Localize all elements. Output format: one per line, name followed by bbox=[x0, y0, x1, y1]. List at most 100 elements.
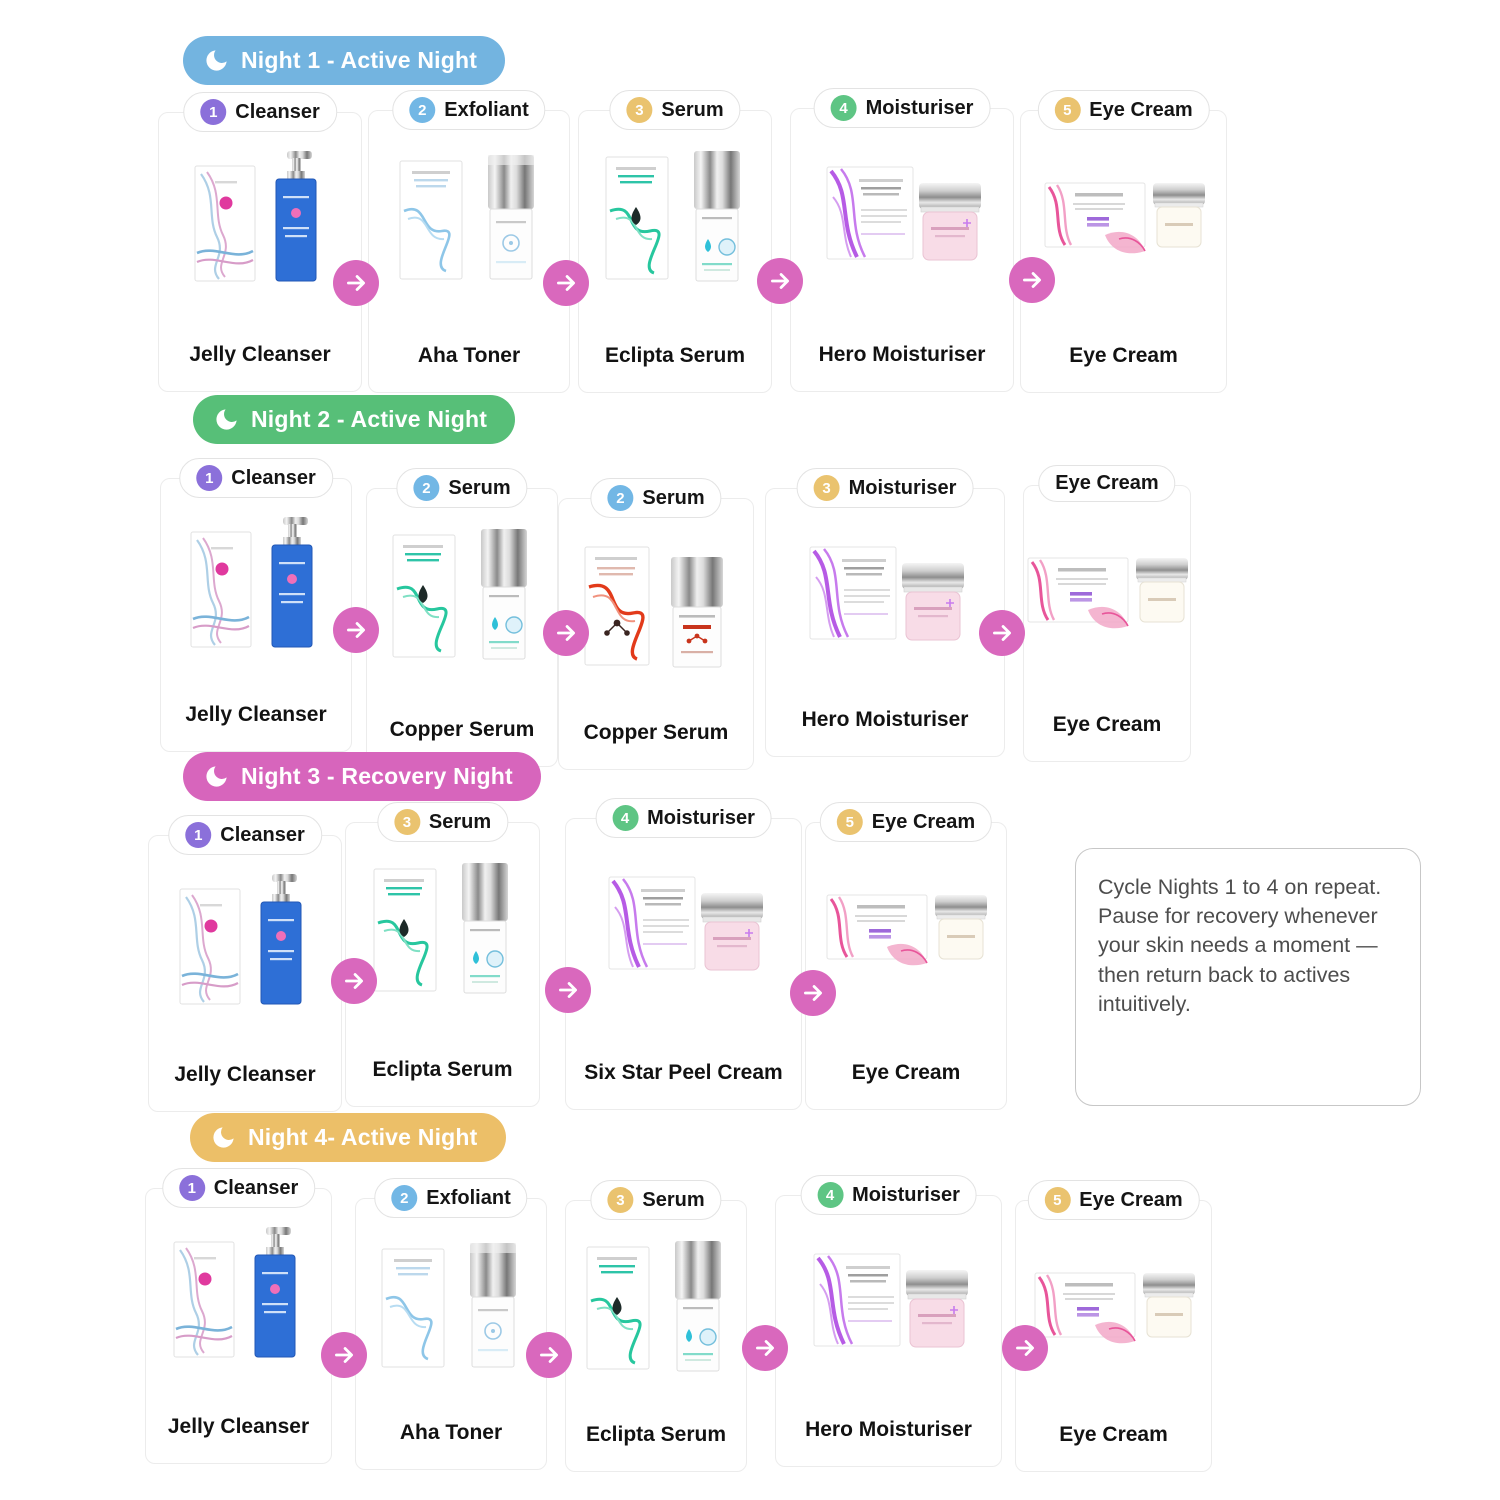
product-image-cleanser bbox=[194, 151, 317, 282]
product-art bbox=[571, 527, 741, 684]
step-number-badge: 5 bbox=[836, 809, 863, 835]
product-card: 4 Moisturiser Hero Moisturiser bbox=[790, 88, 1014, 392]
product-art bbox=[366, 1227, 536, 1384]
product-name: Jelly Cleanser bbox=[174, 1063, 316, 1086]
product-image-serum-green bbox=[586, 1241, 721, 1372]
product-image-eyecream bbox=[1034, 1272, 1195, 1344]
step-label: Moisturiser bbox=[852, 1183, 960, 1206]
step-label: Cleanser bbox=[220, 823, 305, 846]
arrow-right-icon bbox=[557, 625, 575, 641]
product-image-eyecream bbox=[1027, 557, 1188, 629]
product-art bbox=[384, 139, 554, 296]
arrow-right-icon bbox=[1016, 1340, 1034, 1356]
arrow-right-icon bbox=[756, 1340, 774, 1356]
product-card: 3 Serum Eclipta Serum bbox=[565, 1180, 747, 1472]
next-step-arrow bbox=[333, 260, 379, 306]
step-label: Exfoliant bbox=[426, 1186, 511, 1209]
next-step-arrow bbox=[545, 967, 591, 1013]
moon-icon bbox=[206, 50, 227, 71]
step-pill: 5 Eye Cream bbox=[1027, 1180, 1200, 1220]
step-label: Eye Cream bbox=[1079, 1188, 1183, 1211]
product-name: Hero Moisturiser bbox=[805, 1418, 972, 1441]
next-step-arrow bbox=[790, 970, 836, 1016]
next-step-arrow bbox=[742, 1325, 788, 1371]
product-art bbox=[1022, 514, 1192, 671]
product-art bbox=[154, 1217, 324, 1374]
step-number-badge: 4 bbox=[817, 1182, 844, 1208]
step-number-badge: 3 bbox=[607, 1187, 634, 1213]
product-name: Eclipta Serum bbox=[604, 344, 746, 367]
product-image-eyecream bbox=[1044, 182, 1205, 254]
product-image-serum-green bbox=[392, 529, 527, 660]
product-art bbox=[571, 1229, 741, 1386]
product-name: Copper Serum bbox=[389, 718, 535, 741]
step-number-badge: 3 bbox=[393, 809, 420, 835]
product-name: Eclipta Serum bbox=[372, 1058, 513, 1081]
arrow-right-icon bbox=[804, 985, 822, 1001]
step-label: Serum bbox=[642, 486, 705, 509]
night-header-label: Night 3 - Recovery Night bbox=[241, 763, 513, 789]
arrow-right-icon bbox=[347, 622, 365, 638]
product-card: 1 Cleanser Jelly Cleanser bbox=[158, 92, 362, 392]
next-step-arrow bbox=[979, 610, 1025, 656]
moon-icon bbox=[216, 409, 237, 430]
step-number-badge: 2 bbox=[413, 475, 440, 501]
step-label: Serum bbox=[448, 476, 511, 499]
product-art bbox=[160, 864, 330, 1021]
step-pill: 4 Moisturiser bbox=[800, 1175, 977, 1215]
product-art bbox=[377, 517, 547, 674]
step-label: Cleanser bbox=[213, 1176, 299, 1199]
step-pill: Eye Cream bbox=[1038, 465, 1176, 502]
product-image-moisturiser bbox=[608, 876, 763, 971]
product-card: 1 Cleanser Jelly Cleanser bbox=[145, 1168, 332, 1464]
step-number-badge: 1 bbox=[196, 465, 223, 491]
next-step-arrow bbox=[1002, 1325, 1048, 1371]
step-label: Moisturiser bbox=[647, 806, 755, 829]
step-pill: 4 Moisturiser bbox=[595, 798, 772, 838]
step-label: Eye Cream bbox=[1055, 472, 1159, 494]
next-step-arrow bbox=[1009, 257, 1055, 303]
step-number-badge: 2 bbox=[409, 97, 436, 123]
arrow-right-icon bbox=[559, 982, 577, 998]
step-pill: 2 Exfoliant bbox=[392, 90, 546, 130]
product-image-moisturiser bbox=[813, 1253, 968, 1348]
product-name: Jelly Cleanser bbox=[189, 343, 331, 366]
product-card: 2 Exfoliant Aha Toner bbox=[368, 90, 570, 393]
step-pill: 2 Exfoliant bbox=[374, 1178, 528, 1218]
product-image-eyecream bbox=[826, 894, 987, 966]
product-art bbox=[804, 1224, 974, 1381]
step-label: Cleanser bbox=[235, 100, 320, 123]
next-step-arrow bbox=[333, 607, 379, 653]
product-card: 3 Serum Eclipta Serum bbox=[578, 90, 772, 393]
product-card: 1 Cleanser Jelly Cleanser bbox=[160, 458, 352, 752]
step-label: Cleanser bbox=[231, 466, 316, 489]
step-label: Eye Cream bbox=[871, 810, 976, 833]
step-label: Eye Cream bbox=[1089, 98, 1193, 121]
product-image-serum-green bbox=[605, 151, 740, 282]
product-card: 4 Moisturiser Hero Moisturiser bbox=[775, 1175, 1002, 1467]
step-number-badge: 1 bbox=[185, 822, 212, 848]
product-art bbox=[171, 507, 341, 664]
product-art bbox=[800, 517, 970, 674]
moon-icon bbox=[213, 1127, 234, 1148]
step-number-badge: 4 bbox=[830, 95, 857, 121]
next-step-arrow bbox=[331, 958, 377, 1004]
product-card: 3 Serum Eclipta Serum bbox=[345, 802, 540, 1107]
product-name: Eye Cream bbox=[851, 1061, 961, 1084]
next-step-arrow bbox=[526, 1332, 572, 1378]
step-number-badge: 1 bbox=[178, 1175, 205, 1201]
arrow-right-icon bbox=[335, 1347, 353, 1363]
product-image-toner bbox=[399, 155, 534, 280]
product-image-cleanser bbox=[173, 1227, 295, 1358]
step-pill: 1 Cleanser bbox=[168, 815, 322, 855]
step-pill: 1 Cleanser bbox=[161, 1168, 316, 1208]
step-number-badge: 3 bbox=[626, 97, 653, 123]
product-art bbox=[175, 141, 345, 298]
next-step-arrow bbox=[321, 1332, 367, 1378]
step-pill: 1 Cleanser bbox=[179, 458, 333, 498]
product-art bbox=[590, 139, 760, 296]
product-image-moisturiser bbox=[826, 166, 981, 261]
product-name: Eclipta Serum bbox=[585, 1423, 727, 1446]
step-pill: 5 Eye Cream bbox=[819, 802, 993, 842]
